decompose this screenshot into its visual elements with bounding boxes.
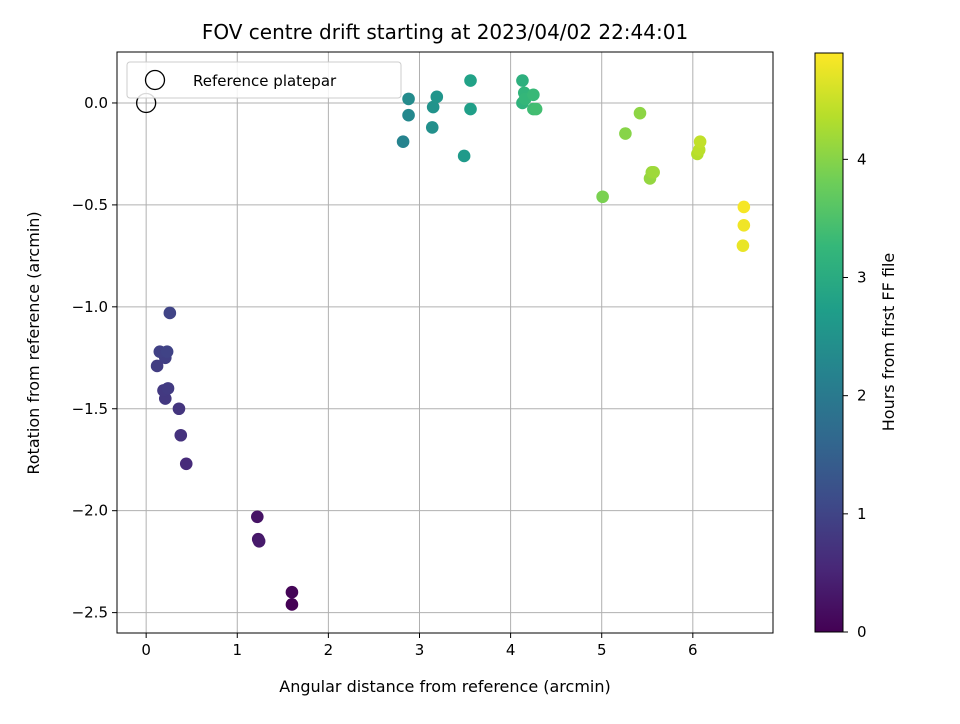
data-point — [402, 92, 415, 106]
data-point — [425, 121, 439, 134]
y-tick-label: −1.0 — [72, 298, 108, 316]
grid — [117, 52, 773, 633]
data-point — [163, 306, 177, 320]
data-point — [285, 585, 299, 599]
legend-box — [126, 61, 402, 99]
y-tick-label: −2.0 — [72, 502, 108, 520]
data-point — [251, 510, 264, 524]
data-point — [633, 106, 647, 120]
x-tick-label: 3 — [415, 641, 425, 659]
data-point — [172, 402, 186, 416]
data-points — [136, 74, 751, 611]
legend: Reference platepar — [126, 61, 402, 99]
data-point — [161, 382, 175, 395]
data-point — [402, 108, 415, 122]
x-tick-label: 4 — [506, 641, 516, 659]
data-point — [527, 88, 540, 102]
colorbar-tick-label: 2 — [857, 387, 867, 405]
data-point — [457, 149, 471, 163]
data-point — [285, 598, 299, 611]
colorbar-tick-label: 4 — [857, 150, 867, 168]
legend-entry-reference: Reference platepar — [193, 72, 337, 90]
y-axis-label: Rotation from reference (arcmin) — [24, 211, 43, 474]
x-axis-ticks: 0 1 2 3 4 5 6 — [141, 633, 698, 659]
legend-marker-icon — [144, 69, 166, 91]
data-point — [174, 428, 188, 442]
colorbar-label: Hours from first FF file — [879, 253, 898, 432]
data-point — [464, 102, 477, 116]
chart-title: FOV centre drift starting at 2023/04/02 … — [202, 20, 688, 44]
y-axis-ticks: 0.0 −0.5 −1.0 −1.5 −2.0 −2.5 — [72, 94, 117, 622]
plot-frame — [116, 51, 774, 634]
data-point — [737, 218, 751, 232]
data-point — [150, 359, 164, 373]
data-point — [619, 127, 632, 140]
data-point — [464, 74, 477, 87]
y-tick-label: −0.5 — [72, 196, 108, 214]
data-point — [252, 534, 266, 548]
data-point — [596, 190, 609, 204]
y-tick-label: 0.0 — [84, 94, 108, 112]
data-point — [516, 74, 529, 87]
data-point — [529, 102, 543, 116]
colorbar-tick-label: 1 — [857, 505, 867, 523]
colorbar: 0 1 2 3 4 Hours from first FF file — [814, 52, 898, 641]
colorbar-tick-label: 0 — [857, 623, 867, 641]
x-axis-label: Angular distance from reference (arcmin) — [279, 677, 610, 696]
data-point — [179, 457, 193, 471]
data-point — [396, 135, 410, 148]
data-point — [647, 165, 660, 179]
x-tick-label: 0 — [141, 641, 151, 659]
x-tick-label: 2 — [324, 641, 334, 659]
colorbar-gradient — [814, 52, 844, 633]
x-tick-label: 5 — [597, 641, 607, 659]
colorbar-ticks: 0 1 2 3 4 — [843, 150, 867, 641]
colorbar-tick-label: 3 — [857, 269, 867, 287]
y-tick-label: −2.5 — [72, 604, 108, 622]
data-point — [430, 90, 444, 104]
data-point — [160, 345, 174, 358]
y-tick-label: −1.5 — [72, 400, 108, 418]
data-point — [693, 135, 707, 148]
data-point — [736, 239, 750, 252]
x-tick-label: 1 — [232, 641, 242, 659]
data-point — [737, 200, 751, 214]
data-point — [426, 100, 440, 114]
x-tick-label: 6 — [688, 641, 698, 659]
